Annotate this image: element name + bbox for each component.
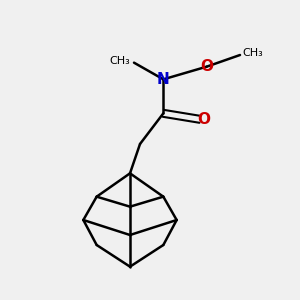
Text: CH₃: CH₃ — [242, 48, 263, 58]
Text: CH₃: CH₃ — [109, 56, 130, 66]
Text: N: N — [157, 72, 170, 87]
Text: O: O — [200, 59, 213, 74]
Text: O: O — [197, 112, 211, 127]
